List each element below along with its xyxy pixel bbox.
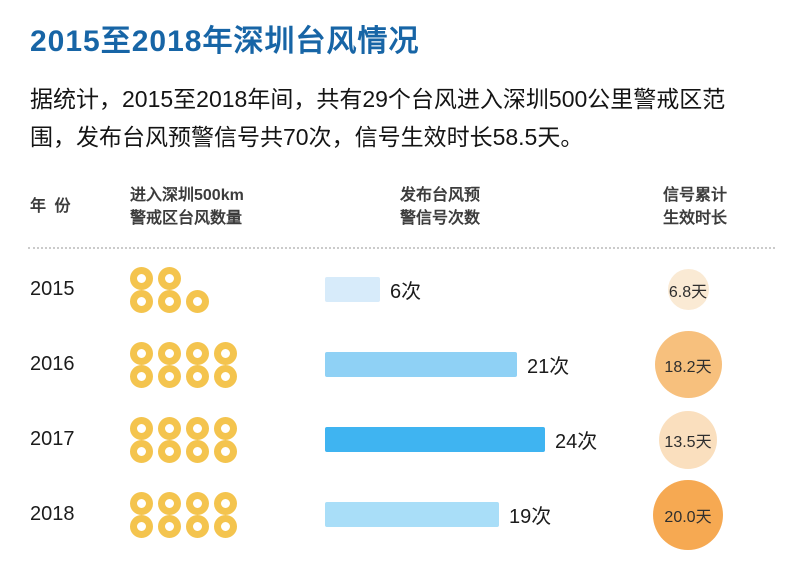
typhoon-icons-line2 <box>130 290 214 313</box>
warning-count-label: 6次 <box>390 281 422 303</box>
table-header-duration-line2: 生效时长 <box>663 210 728 227</box>
typhoon-icon <box>158 266 181 290</box>
warning-bar-cell: 19次 <box>325 477 551 552</box>
intro-line-1: 据统计，2015至2018年间，共有29个台风进入深圳500公里警戒区范 <box>30 86 726 112</box>
table-header-year: 年 份 <box>30 198 73 215</box>
warning-bar-cell: 6次 <box>325 252 421 327</box>
duration-label: 20.0天 <box>664 508 712 526</box>
typhoon-icon <box>186 515 209 538</box>
duration-bubble: 18.2天 <box>654 331 722 398</box>
typhoon-icon <box>214 365 237 388</box>
typhoon-icon <box>214 341 237 365</box>
typhoon-count-icons <box>130 477 242 552</box>
warning-bar-cell: 24次 <box>325 402 597 477</box>
typhoon-icon <box>158 290 181 313</box>
duration-bubble: 6.8天 <box>667 269 709 310</box>
typhoon-icon <box>158 416 181 440</box>
year-label: 2017 <box>30 428 75 450</box>
warning-count-label: 19次 <box>509 506 552 528</box>
typhoon-icon <box>186 440 209 463</box>
typhoon-icon <box>130 365 153 388</box>
table-row: 2017 24次 13.5天 <box>0 402 802 477</box>
duration-cell: 13.5天 <box>648 402 728 477</box>
table-header-duration-line1: 信号累计 <box>663 187 728 204</box>
duration-bubble: 20.0天 <box>653 479 723 550</box>
typhoon-icon <box>214 491 237 515</box>
typhoon-icons-line1 <box>130 341 242 365</box>
typhoon-icons-line2 <box>130 440 242 463</box>
table-header-typhoons: 进入深圳500km 警戒区台风数量 <box>130 184 244 230</box>
year-label: 2015 <box>30 278 75 300</box>
typhoon-icon <box>186 290 209 313</box>
typhoon-icon <box>158 365 181 388</box>
typhoon-icon <box>130 416 153 440</box>
warning-count-bar <box>325 352 517 377</box>
typhoon-icons-line1 <box>130 266 214 290</box>
duration-label: 13.5天 <box>664 433 712 451</box>
intro-text: 据统计，2015至2018年间，共有29个台风进入深圳500公里警戒区范 围，发… <box>30 80 790 156</box>
table-header-duration: 信号累计 生效时长 <box>663 184 727 230</box>
typhoon-count-icons <box>130 402 242 477</box>
table-header-warnings: 发布台风预 警信号次数 <box>400 184 480 230</box>
duration-cell: 20.0天 <box>648 477 728 552</box>
typhoon-icon <box>214 416 237 440</box>
table-header-typhoons-line1: 进入深圳500km <box>130 187 244 204</box>
typhoon-icon <box>186 491 209 515</box>
typhoon-icons-line2 <box>130 515 242 538</box>
typhoon-icon <box>214 440 237 463</box>
warning-count-bar <box>325 277 380 302</box>
warning-bar-cell: 21次 <box>325 327 569 402</box>
typhoon-count-icons <box>130 327 242 402</box>
typhoon-icon <box>130 266 153 290</box>
typhoon-icon <box>186 341 209 365</box>
typhoon-icons-line2 <box>130 365 242 388</box>
intro-line-2: 围，发布台风预警信号共70次，信号生效时长58.5天。 <box>30 124 584 150</box>
typhoon-count-icons <box>130 252 214 327</box>
data-rows: 2015 6次 6.8天 2016 21次 18.2天 <box>0 252 802 552</box>
warning-count-label: 21次 <box>527 356 570 378</box>
table-header-typhoons-line2: 警戒区台风数量 <box>130 210 243 227</box>
typhoon-icon <box>186 365 209 388</box>
duration-label: 6.8天 <box>668 283 708 301</box>
warning-count-bar <box>325 502 499 527</box>
table-header-warnings-line1: 发布台风预 <box>400 187 481 204</box>
warning-count-bar <box>325 427 545 452</box>
typhoon-icon <box>130 290 153 313</box>
duration-label: 18.2天 <box>664 358 712 376</box>
duration-bubble: 13.5天 <box>659 410 717 469</box>
typhoon-icon <box>130 341 153 365</box>
typhoon-icons-line1 <box>130 491 242 515</box>
typhoon-icon <box>158 515 181 538</box>
header-divider <box>28 247 775 249</box>
typhoon-icon <box>130 440 153 463</box>
table-header-warnings-line2: 警信号次数 <box>400 210 481 227</box>
typhoon-icon <box>130 515 153 538</box>
warning-count-label: 24次 <box>555 431 598 453</box>
duration-cell: 6.8天 <box>648 252 728 327</box>
typhoon-icon <box>158 341 181 365</box>
duration-cell: 18.2天 <box>648 327 728 402</box>
typhoon-icon <box>158 440 181 463</box>
typhoon-icon <box>186 416 209 440</box>
typhoon-icon <box>214 515 237 538</box>
typhoon-icons-line1 <box>130 416 242 440</box>
typhoon-icon <box>130 491 153 515</box>
table-row: 2016 21次 18.2天 <box>0 327 802 402</box>
table-row: 2018 19次 20.0天 <box>0 477 802 552</box>
year-label: 2016 <box>30 353 75 375</box>
year-label: 2018 <box>30 503 75 525</box>
typhoon-icon <box>158 491 181 515</box>
page-title: 2015至2018年深圳台风情况 <box>30 25 420 58</box>
table-row: 2015 6次 6.8天 <box>0 252 802 327</box>
